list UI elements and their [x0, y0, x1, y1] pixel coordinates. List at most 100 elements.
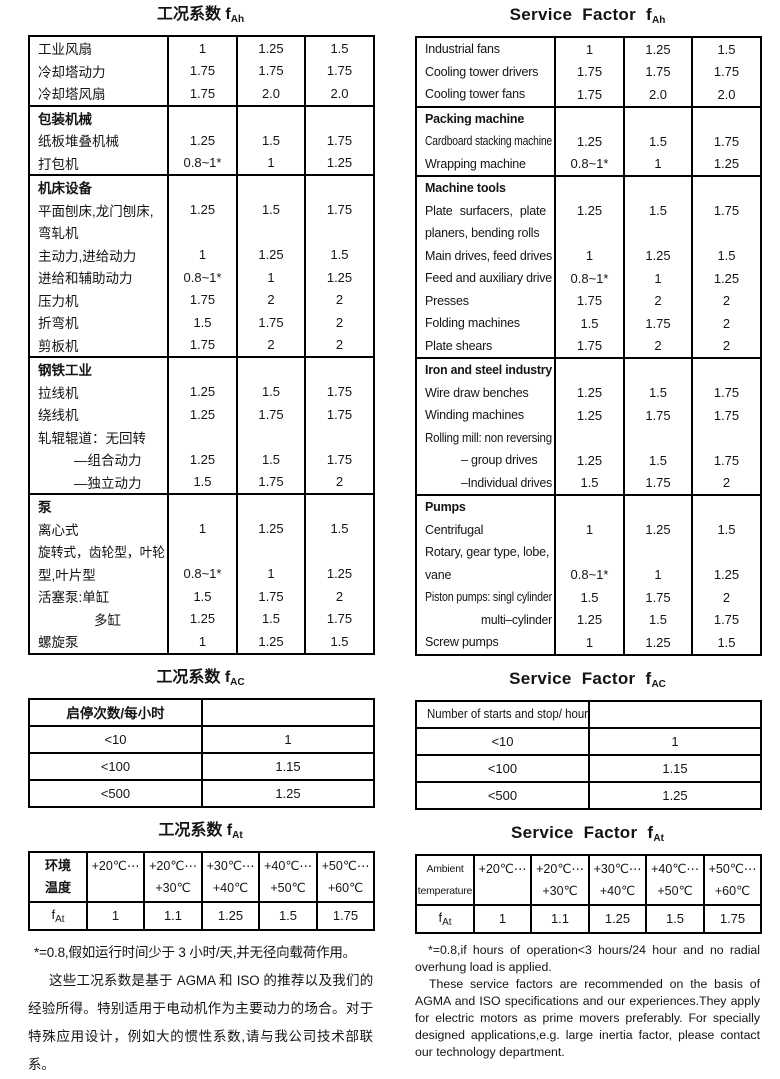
factor-value-cell: 1.1	[143, 900, 203, 931]
factor-value-cell: 1.75	[236, 311, 305, 334]
factor-value-cell: 1.5	[167, 585, 237, 608]
factor-value-cell: 2	[304, 333, 374, 357]
factor-value-cell: 1.5	[554, 471, 624, 495]
factor-value-cell	[691, 494, 761, 519]
factor-value-cell: 2	[691, 334, 761, 358]
factor-value-cell: 0.8~1*	[554, 152, 624, 176]
table-row: vane 0.8~1* 1 1.25	[416, 563, 761, 587]
fah-title-en-subscript: Ah	[652, 15, 666, 26]
row-label: vane	[425, 567, 452, 582]
table-row: <10 1	[28, 724, 375, 754]
footnote-cn-paragraph: 这些工况系数是基于 AGMA 和 ISO 的推荐以及我们的经验所得。特别适用于电…	[28, 972, 373, 1072]
temperature-range-cell: +50℃⋯ +60℃	[316, 850, 375, 903]
factor-value-cell: 1	[86, 900, 145, 931]
factor-value-cell	[236, 540, 305, 563]
temperature-range-cell: +20℃⋯	[86, 850, 145, 903]
temperature-lower	[476, 880, 529, 902]
factor-value-cell	[304, 425, 374, 448]
factor-value-cell: 1.75	[167, 59, 237, 82]
row-label: 绕线机	[38, 408, 79, 424]
row-label-cell: vane	[416, 564, 555, 587]
table-row: 离心式 1 1.25 1.5	[29, 517, 374, 540]
factor-value-cell: 1.5	[304, 630, 374, 654]
table-row: Machine tools	[416, 175, 761, 200]
factor-value-cell: 1.25	[623, 631, 692, 655]
temperature-upper: +50℃⋯	[321, 858, 370, 873]
factor-value-cell	[623, 494, 692, 519]
starts-range-cell: <10	[415, 726, 590, 756]
row-label-cell: Plate surfacers, plate	[416, 200, 555, 223]
factor-value-cell	[167, 174, 237, 199]
row-label-cell: Rolling mill: non reversing	[416, 427, 555, 450]
starts-per-hour-header-cell: 启停次数/每小时	[28, 697, 203, 727]
fat-label: f	[51, 906, 56, 922]
temperature-lower: +50℃	[270, 880, 306, 895]
row-label-cell: – group drives	[416, 449, 555, 472]
factor-value-cell: 1.75	[623, 404, 692, 427]
factor-value-cell: 2.0	[236, 82, 305, 106]
factor-value-cell: 2	[691, 471, 761, 495]
row-label-cell: Centrifugal	[416, 519, 555, 542]
table-row: 平面刨床,龙门刨床, 1.25 1.5 1.75	[29, 198, 374, 221]
factor-value-cell: 1.5	[236, 198, 305, 221]
factor-value-cell	[304, 493, 374, 518]
factor-value-cell: 1.25	[236, 630, 305, 654]
factor-value-cell: 1.25	[236, 517, 305, 540]
table-row: –Individual drives 1.5 1.75 2	[416, 471, 761, 495]
footnote-en: *=0.8,if hours of operation<3 hours/24 h…	[415, 942, 760, 1061]
table-row: Rolling mill: non reversing	[416, 426, 761, 450]
table-row: 机床设备	[29, 174, 374, 199]
factor-value-cell: 1.25	[236, 243, 305, 266]
row-label-cell: Folding machines	[416, 312, 555, 335]
row-label-cell: 旋转式，齿轮型，叶轮	[29, 540, 168, 563]
factor-value-cell: 1.5	[623, 130, 692, 153]
factor-value-cell: 1.25	[304, 151, 374, 175]
factor-value-cell	[167, 104, 237, 129]
row-label-cell: Piston pumps: singl cylinder	[416, 586, 555, 609]
table-row: planers, bending rolls	[416, 222, 761, 245]
factor-value-cell: 1.5	[691, 244, 761, 267]
factor-value-cell: 0.8~1*	[167, 151, 237, 175]
factor-value-cell	[236, 174, 305, 199]
fac-title-en-text: Service Factor f	[509, 668, 652, 688]
factor-value-cell: 1.25	[304, 562, 374, 585]
factor-value-cell: 1.5	[691, 518, 761, 541]
factor-value-cell	[236, 425, 305, 448]
fat-title-cn-subscript: At	[232, 829, 243, 841]
factor-value-cell: 1.15	[201, 751, 375, 781]
factor-value-cell	[236, 221, 305, 244]
factor-value-cell: 1	[167, 630, 237, 654]
factor-value-cell: 1.25	[623, 37, 692, 61]
factor-value-cell: 1.5	[236, 129, 305, 152]
row-label: 钢铁工业	[38, 363, 92, 379]
table-row: 冷却塔动力 1.75 1.75 1.75	[29, 59, 374, 82]
row-label-cell: Cooling tower fans	[416, 83, 555, 107]
fac-title-en-subscript: AC	[651, 678, 666, 690]
factor-value-cell: 1.5	[304, 517, 374, 540]
fah-title-en: Service Factor fAh	[415, 4, 760, 32]
row-label: Feed and auxiliary drive	[425, 271, 552, 286]
row-label-cell: Iron and steel industry	[416, 357, 555, 382]
row-label: Wire draw benches	[425, 385, 529, 400]
service-factor-fat-table-cn: 环境 温度 +20℃⋯ +20℃⋯ +30℃ +30℃⋯ +40℃ +40℃⋯ +50℃ +50…	[28, 850, 375, 931]
row-label: 平面刨床,龙门刨床,	[38, 203, 154, 219]
table-row: 螺旋泵 1 1.25 1.5	[29, 630, 374, 654]
row-label: Iron and steel industry	[425, 363, 552, 378]
starts-range-cell: <10	[28, 724, 203, 754]
factor-value-cell: 1.25	[554, 449, 624, 472]
factor-value-cell: 2.0	[623, 83, 692, 107]
factor-value-cell: 1.75	[623, 60, 692, 83]
factor-value-cell	[691, 541, 761, 564]
table-header-row: Number of starts and stop/ hour	[415, 699, 762, 729]
factor-value-cell: 1	[473, 903, 532, 934]
factor-value-cell	[623, 175, 692, 200]
factor-value-cell: 1.75	[167, 333, 237, 357]
factor-value-cell: 1.75	[304, 448, 374, 471]
table-row: 活塞泵:单缸 1.5 1.75 2	[29, 585, 374, 608]
temperature-upper: +40℃⋯	[264, 858, 312, 873]
row-label: 剪板机	[38, 338, 79, 354]
factor-value-cell: 1.25	[554, 130, 624, 153]
service-factor-fah-table-cn: 工业风扇 1 1.25 1.5 冷却塔动力 1.75 1.75 1.75 冷却塔风扇 1.75 2.…	[28, 35, 375, 655]
row-label-cell: 工业风扇	[29, 36, 168, 60]
factor-value-cell: 1.75	[304, 59, 374, 82]
